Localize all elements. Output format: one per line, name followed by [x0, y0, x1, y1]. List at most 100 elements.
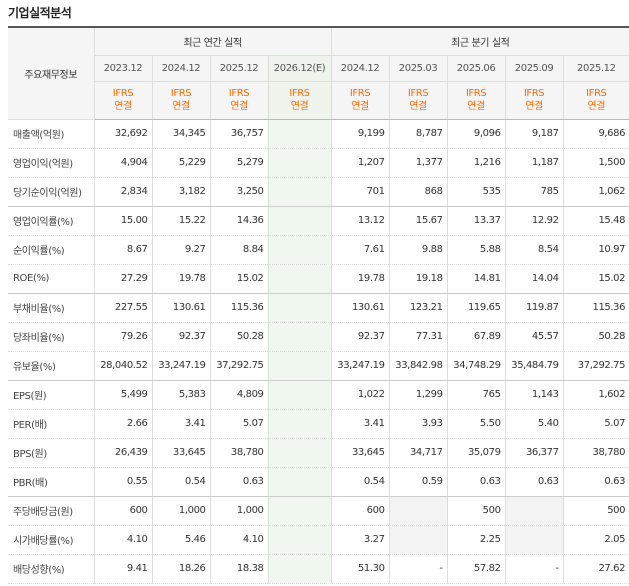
ifrs-line1: IFRS [112, 88, 134, 99]
annual-value: 130.61 [152, 293, 211, 323]
quarter-value: 868 [389, 177, 448, 207]
quarter-value: 500 [563, 496, 629, 526]
quarter-value: 2.05 [563, 525, 629, 555]
ifrs-line2: 연결 [351, 101, 369, 112]
annual-value: 15.02 [210, 264, 269, 294]
quarter-value: 34,717 [389, 438, 448, 468]
table-row: ROE(%) 27.29 19.78 15.02 19.78 19.18 14.81 14.0… [8, 264, 629, 294]
quarter-value: 12.92 [505, 206, 564, 236]
annual-value: 2.66 [94, 409, 153, 439]
quarter-value: 33,247.19 [331, 351, 390, 381]
quarter-value: 0.63 [447, 467, 506, 497]
quarter-value: 8.54 [505, 235, 564, 265]
quarter-value [505, 496, 564, 526]
ifrs-label: IFRS 연결 [563, 81, 629, 120]
quarter-value: 13.12 [331, 206, 390, 236]
table-row: 부채비율(%) 227.55 130.61 115.36 130.61 123.21 119… [8, 293, 629, 323]
table-row: 영업이익(억원) 4,904 5,229 5,279 1,207 1,377 1,216 1,… [8, 148, 629, 178]
quarter-value: 37,292.75 [563, 351, 629, 381]
row-label: PBR(배) [8, 467, 95, 497]
quarter-value: 0.63 [505, 467, 564, 497]
ifrs-line1: IFRS [349, 88, 371, 99]
ifrs-line1: IFRS [228, 88, 250, 99]
annual-value [268, 467, 332, 497]
quarter-value: 785 [505, 177, 564, 207]
quarter-value: 38,780 [563, 438, 629, 468]
row-label: BPS(원) [8, 438, 95, 468]
quarter-value: 5.40 [505, 409, 564, 439]
table-row: PBR(배) 0.55 0.54 0.63 0.54 0.59 0.63 0.63 0.63 [8, 467, 629, 497]
quarter-value: 45.57 [505, 322, 564, 352]
quarter-value [505, 525, 564, 555]
annual-value: 27.29 [94, 264, 153, 294]
annual-value: 36,757 [210, 119, 269, 149]
quarter-value: 15.67 [389, 206, 448, 236]
quarter-header: 최근 분기 실적 [331, 27, 629, 56]
quarter-value: 500 [447, 496, 506, 526]
quarter-value: 36,377 [505, 438, 564, 468]
ifrs-label: IFRS 연결 [94, 81, 153, 120]
table-row: 유보율(%) 28,040.52 33,247.19 37,292.75 33,247.… [8, 351, 629, 381]
annual-value: 115.36 [210, 293, 269, 323]
section-title: 기업실적분석 [8, 6, 72, 20]
annual-value: 50.28 [210, 322, 269, 352]
quarter-value: 50.28 [563, 322, 629, 352]
annual-value [268, 322, 332, 352]
annual-value: 5,279 [210, 148, 269, 178]
row-label: 부채비율(%) [8, 293, 95, 323]
ifrs-label: IFRS 연결 [268, 81, 332, 120]
annual-value: 9.27 [152, 235, 211, 265]
annual-value: 37,292.75 [210, 351, 269, 381]
quarter-value: 9.88 [389, 235, 448, 265]
quarter-value: 119.87 [505, 293, 564, 323]
ifrs-line1: IFRS [586, 88, 607, 99]
quarter-value: 535 [447, 177, 506, 207]
quarter-value: 33,645 [331, 438, 390, 468]
quarter-value: 35,484.79 [505, 351, 564, 381]
quarter-value: 2.25 [447, 525, 506, 555]
quarter-value: 0.59 [389, 467, 448, 497]
annual-value [268, 148, 332, 178]
quarter-value: 1,062 [563, 177, 629, 207]
annual-value: 9.41 [94, 554, 153, 584]
ifrs-label: IFRS 연결 [210, 81, 269, 120]
quarter-value: 1,216 [447, 148, 506, 178]
quarter-value: 9,187 [505, 119, 564, 149]
period-header: 2024.12 [152, 55, 211, 82]
annual-value: 227.55 [94, 293, 153, 323]
financial-table: 주요재무정보 최근 연간 실적 최근 분기 실적 2023.12 2024.12 2… [8, 26, 629, 584]
quarter-value: 35,079 [447, 438, 506, 468]
annual-value: 5.07 [210, 409, 269, 439]
period-header: 2023.12 [94, 55, 153, 82]
annual-value: 5,383 [152, 380, 211, 410]
annual-value: 19.78 [152, 264, 211, 294]
table-row: 주당배당금(원) 600 1,000 1,000 600 500 500 [8, 496, 629, 526]
period-header: 2025.03 [389, 55, 448, 82]
ifrs-line1: IFRS [523, 88, 545, 99]
period-header: 2025.09 [505, 55, 564, 82]
period-header: 2025.06 [447, 55, 506, 82]
quarter-value: 14.81 [447, 264, 506, 294]
annual-value: 32,692 [94, 119, 153, 149]
annual-value: 1,000 [152, 496, 211, 526]
ifrs-line2: 연결 [230, 101, 248, 112]
annual-value: 92.37 [152, 322, 211, 352]
ifrs-line1: IFRS [170, 88, 192, 99]
period-header: 2026.12(E) [268, 55, 332, 82]
row-label: 시가배당률(%) [8, 525, 95, 555]
quarter-value: 15.48 [563, 206, 629, 236]
annual-value: 14.36 [210, 206, 269, 236]
quarter-value: 92.37 [331, 322, 390, 352]
ifrs-line2: 연결 [290, 101, 309, 112]
quarter-value: 77.31 [389, 322, 448, 352]
row-label: 당좌비율(%) [8, 322, 95, 352]
quarter-value: 27.62 [563, 554, 629, 584]
quarter-value: 1,022 [331, 380, 390, 410]
annual-value: 79.26 [94, 322, 153, 352]
row-label: 당기순이익(억원) [8, 177, 95, 207]
ifrs-line1: IFRS [407, 88, 429, 99]
annual-value [268, 293, 332, 323]
annual-value [268, 409, 332, 439]
annual-value: 4.10 [94, 525, 153, 555]
table-row: 배당성향(%) 9.41 18.26 18.38 51.30-57.82-27.62 [8, 554, 629, 584]
